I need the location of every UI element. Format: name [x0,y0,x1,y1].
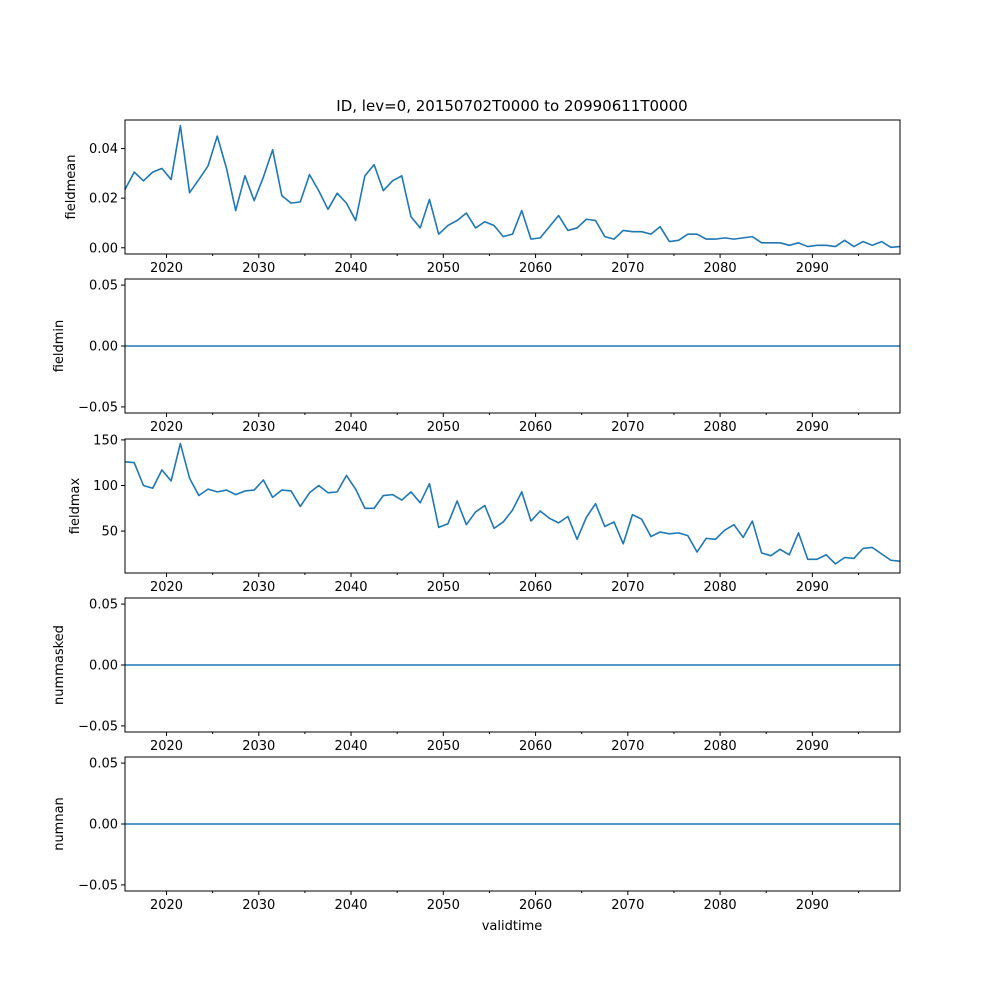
y-tick-label: 0.00 [89,659,118,674]
x-tick-label: 2020 [150,580,183,595]
y-tick-label: −0.05 [78,719,118,734]
x-tick-label: 2020 [150,420,183,435]
y-tick-label: 0.00 [89,818,118,833]
y-tick-label: 0.04 [89,142,118,157]
x-tick-label: 2060 [519,739,552,754]
x-tick-label: 2040 [334,580,367,595]
panels-layer: 0.00 0.02 0.04 2020 2030 2040 2050 2060 2070 2080… [52,119,901,913]
x-tick-label: 2080 [704,898,737,913]
x-tick-label: 2040 [334,898,367,913]
y-tick-label: −0.05 [78,400,118,415]
y-tick-label: 100 [93,479,118,494]
x-tick-label: 2050 [427,261,460,276]
panel-nummasked: −0.05 0.00 0.05 2020 2030 2040 2050 2060 2070 208… [52,597,901,754]
x-tick-label: 2020 [150,261,183,276]
x-tick-label: 2030 [242,261,275,276]
panel-fieldmax: 50 100 150 2020 2030 2040 2050 2060 2070 2080 2090… [68,433,901,595]
y-tick-label: 0.00 [89,241,118,256]
x-tick-label: 2030 [242,898,275,913]
x-tick-label: 2080 [704,420,737,435]
x-tick-label: 2080 [704,739,737,754]
x-tick-label: 2090 [796,739,829,754]
x-tick-label: 2090 [796,261,829,276]
y-tick-label: −0.05 [78,878,118,893]
y-axis-label-fieldmin: fieldmin [52,320,67,373]
chart-title: ID, lev=0, 20150702T0000 to 20990611T000… [336,97,687,115]
y-tick-label: 0.00 [89,340,118,355]
x-tick-label: 2050 [427,580,460,595]
x-tick-label: 2030 [242,420,275,435]
axes-frame [124,438,901,574]
x-tick-label: 2030 [242,739,275,754]
axes-frame [124,119,901,255]
y-tick-label: 0.05 [89,279,118,294]
x-tick-label: 2070 [611,261,644,276]
x-tick-label: 2040 [334,261,367,276]
x-tick-label: 2090 [796,420,829,435]
y-tick-label: 0.05 [89,757,118,772]
x-axis-label: validtime [482,919,543,934]
x-tick-label: 2070 [611,739,644,754]
y-tick-label: 0.02 [89,192,118,207]
x-tick-label: 2080 [704,261,737,276]
x-tick-label: 2040 [334,739,367,754]
series-line-fieldmax [124,442,901,565]
y-tick-label: 50 [101,525,118,540]
x-tick-label: 2030 [242,580,275,595]
x-tick-label: 2090 [796,898,829,913]
x-tick-label: 2080 [704,580,737,595]
panel-fieldmean: 0.00 0.02 0.04 2020 2030 2040 2050 2060 2070 2080… [64,119,901,276]
y-tick-label: 150 [93,433,118,448]
y-axis-label-fieldmax: fieldmax [68,478,83,535]
x-tick-label: 2020 [150,898,183,913]
x-tick-label: 2050 [427,739,460,754]
x-tick-label: 2060 [519,898,552,913]
panel-fieldmin: −0.05 0.00 0.05 2020 2030 2040 2050 2060 2070 208… [52,278,901,435]
series-line-fieldmean [124,124,901,249]
y-axis-label-fieldmean: fieldmean [64,155,79,220]
x-tick-label: 2060 [519,580,552,595]
y-axis-label-numnan: numnan [52,797,67,851]
x-tick-label: 2070 [611,580,644,595]
x-tick-label: 2070 [611,420,644,435]
panel-numnan: −0.05 0.00 0.05 2020 2030 2040 2050 2060 2070 208… [52,756,901,913]
y-axis-label-nummasked: nummasked [52,625,67,705]
x-tick-label: 2040 [334,420,367,435]
x-tick-label: 2050 [427,898,460,913]
x-tick-label: 2060 [519,420,552,435]
y-tick-label: 0.05 [89,598,118,613]
x-tick-label: 2020 [150,739,183,754]
x-tick-label: 2060 [519,261,552,276]
x-tick-label: 2070 [611,898,644,913]
x-tick-label: 2090 [796,580,829,595]
x-tick-label: 2050 [427,420,460,435]
